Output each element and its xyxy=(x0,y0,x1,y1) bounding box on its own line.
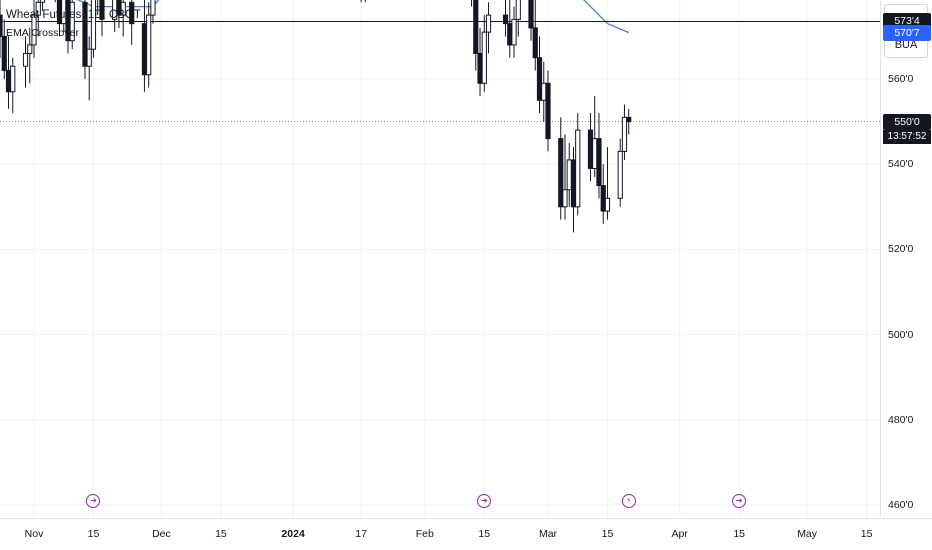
chart-title: Wheat Futures, 1D, CBOT xyxy=(6,9,141,21)
x-tick-label: 2024 xyxy=(281,528,305,540)
candle-down xyxy=(507,23,513,46)
candle-down xyxy=(502,14,509,25)
candle-down xyxy=(626,116,632,123)
candle-down xyxy=(545,82,551,140)
candle-up xyxy=(22,52,29,67)
y-tick-label: 560'0 xyxy=(888,73,914,85)
ema-fast-price-tag: 570'7 xyxy=(883,24,931,41)
candle-up xyxy=(146,14,152,76)
candle-down xyxy=(473,0,479,54)
candle-up xyxy=(511,18,517,46)
candle-up xyxy=(39,0,46,3)
x-tick-label: 15 xyxy=(733,528,745,540)
candle-up xyxy=(10,65,16,93)
candle-down xyxy=(141,23,148,76)
indicator-legend[interactable]: EMA Crossover xyxy=(6,27,79,39)
candle-down xyxy=(1,35,7,71)
candle-down xyxy=(99,0,105,20)
candle-down xyxy=(587,129,594,169)
candle-up xyxy=(90,0,97,50)
candle-up xyxy=(562,189,568,208)
candle-up xyxy=(575,129,581,208)
candle-down xyxy=(116,0,122,16)
candle-up xyxy=(541,82,547,101)
lightning-circle-icon[interactable]: ⚡ xyxy=(621,494,636,508)
candle-up xyxy=(592,138,598,169)
y-tick-label: 480'0 xyxy=(888,413,914,426)
candle-down xyxy=(570,159,577,208)
x-tick-label: 15 xyxy=(478,528,491,540)
candle-up xyxy=(31,14,37,46)
candle-down xyxy=(477,52,483,84)
x-tick-label: Nov xyxy=(24,528,44,540)
candle-up xyxy=(481,31,487,84)
candle-down xyxy=(528,0,534,29)
candle-down xyxy=(82,1,88,67)
candle-up xyxy=(604,197,611,212)
y-tick-label: 460'0 xyxy=(888,499,914,511)
candle-up xyxy=(69,1,75,42)
y-tick-label: 520'0 xyxy=(888,243,914,256)
x-tick-label: 15 xyxy=(860,528,873,540)
x-tick-label: Apr xyxy=(671,528,688,540)
x-tick-label: Feb xyxy=(415,528,434,540)
arrow-circle-icon[interactable]: ➜ xyxy=(477,494,492,508)
last-price-tag: 550'0 xyxy=(883,113,931,130)
candle-up xyxy=(150,0,156,16)
x-tick-label: 17 xyxy=(355,528,367,540)
y-tick-label: 540'0 xyxy=(888,158,914,171)
candle-up xyxy=(120,1,126,16)
x-tick-label: 15 xyxy=(601,528,614,540)
candle-down xyxy=(600,185,606,212)
x-tick-label: May xyxy=(797,528,818,540)
bar-countdown: 13:57:52 xyxy=(883,129,931,144)
candle-down xyxy=(536,57,543,101)
x-tick-label: Dec xyxy=(152,528,171,540)
candle-down xyxy=(0,14,3,37)
candle-down xyxy=(596,138,602,186)
x-tick-label: 15 xyxy=(87,528,100,540)
candle-up xyxy=(617,150,623,199)
arrow-circle-icon[interactable]: ➜ xyxy=(732,494,747,508)
arrow-circle-icon[interactable]: ➜ xyxy=(86,494,101,508)
candle-up xyxy=(27,44,33,54)
candle-up xyxy=(515,0,521,20)
candle-down xyxy=(5,69,12,93)
candle-up xyxy=(621,116,628,152)
x-tick-label: 15 xyxy=(215,528,227,540)
candle-up xyxy=(35,1,41,16)
candle-up xyxy=(86,48,92,67)
candle-down xyxy=(129,1,135,25)
x-tick-label: Mar xyxy=(538,528,558,540)
candle-up xyxy=(566,159,572,191)
candle-up xyxy=(485,14,492,33)
candle-down xyxy=(532,27,538,59)
candle-down xyxy=(558,138,564,208)
y-tick-label: 500'0 xyxy=(888,328,914,341)
